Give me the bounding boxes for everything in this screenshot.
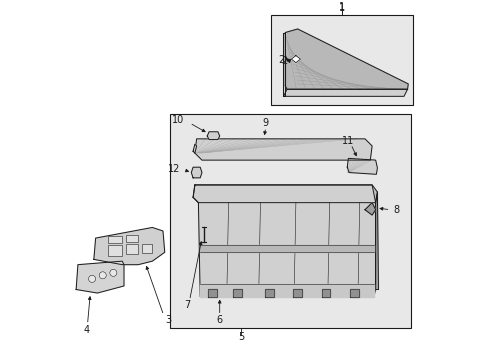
Polygon shape bbox=[285, 29, 407, 89]
Circle shape bbox=[99, 272, 106, 279]
Bar bbox=[125, 235, 138, 242]
Polygon shape bbox=[193, 144, 196, 153]
Text: 8: 8 bbox=[392, 205, 399, 215]
Polygon shape bbox=[195, 139, 371, 160]
Polygon shape bbox=[293, 289, 301, 297]
Polygon shape bbox=[76, 261, 124, 293]
Polygon shape bbox=[364, 203, 375, 215]
Bar bbox=[108, 245, 122, 256]
Text: 3: 3 bbox=[165, 315, 171, 325]
Bar bbox=[108, 236, 122, 243]
Text: 2: 2 bbox=[280, 56, 286, 66]
Text: 7: 7 bbox=[183, 300, 190, 310]
Polygon shape bbox=[94, 228, 164, 265]
Polygon shape bbox=[291, 55, 300, 63]
Polygon shape bbox=[233, 289, 241, 297]
Bar bbox=[270, 15, 412, 105]
Text: 5: 5 bbox=[237, 332, 244, 342]
Polygon shape bbox=[264, 289, 273, 297]
Text: 10: 10 bbox=[172, 116, 184, 125]
Polygon shape bbox=[346, 158, 377, 174]
Circle shape bbox=[110, 269, 117, 276]
Polygon shape bbox=[321, 289, 329, 297]
Polygon shape bbox=[191, 167, 202, 178]
Polygon shape bbox=[193, 185, 377, 203]
Text: 9: 9 bbox=[262, 118, 268, 128]
Text: 1: 1 bbox=[338, 3, 345, 13]
Polygon shape bbox=[349, 289, 358, 297]
Polygon shape bbox=[200, 245, 373, 252]
Text: 12: 12 bbox=[167, 164, 180, 174]
Text: 11: 11 bbox=[342, 136, 354, 146]
Text: 6: 6 bbox=[216, 315, 222, 325]
Polygon shape bbox=[283, 32, 285, 96]
Polygon shape bbox=[200, 284, 373, 297]
Polygon shape bbox=[283, 89, 407, 96]
Bar bbox=[170, 114, 410, 328]
Text: 2: 2 bbox=[278, 55, 285, 65]
Text: 1: 1 bbox=[338, 2, 345, 12]
Bar bbox=[142, 244, 152, 253]
Polygon shape bbox=[193, 185, 375, 297]
Polygon shape bbox=[208, 289, 216, 297]
Polygon shape bbox=[207, 132, 219, 140]
Bar bbox=[125, 244, 138, 254]
Text: 4: 4 bbox=[83, 325, 90, 334]
Polygon shape bbox=[375, 192, 378, 289]
Circle shape bbox=[88, 275, 96, 282]
